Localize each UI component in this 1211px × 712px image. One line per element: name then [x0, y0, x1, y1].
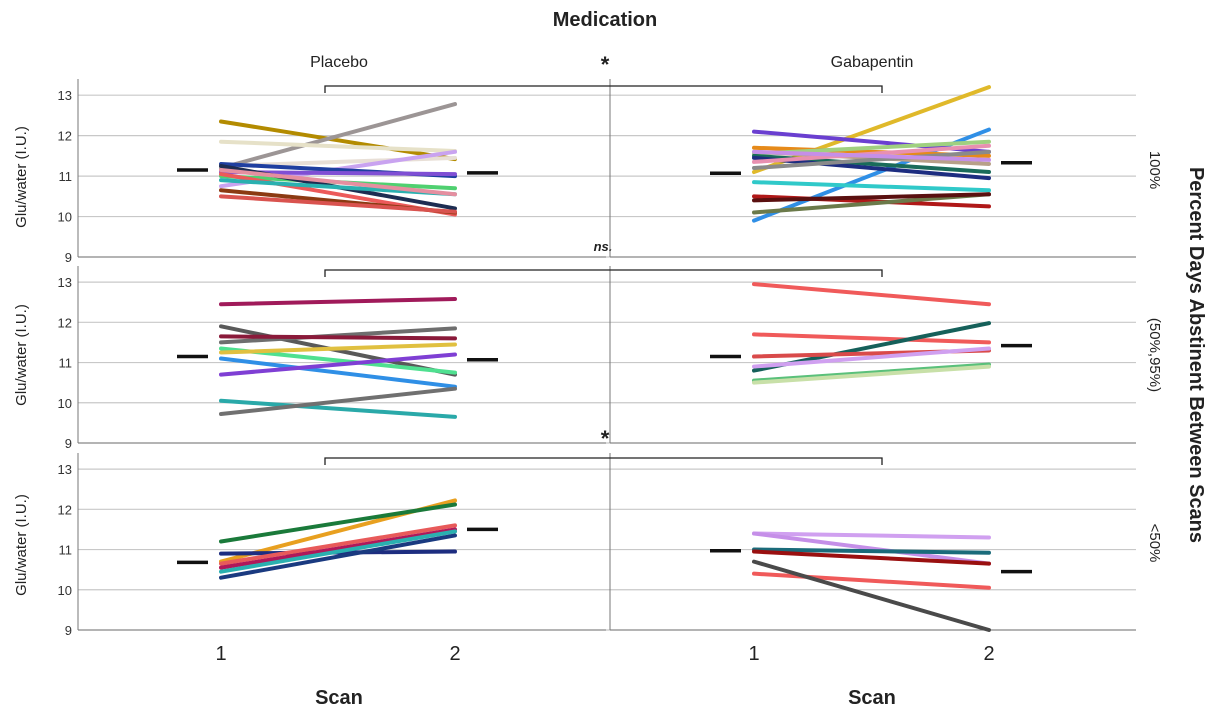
- y-tick-label: 12: [58, 129, 72, 144]
- row-label-50-95: (50%,95%): [1146, 318, 1163, 392]
- subject-line: [752, 571, 991, 590]
- significance-marker-row1: *: [601, 52, 610, 77]
- row-label-100: 100%: [1146, 151, 1163, 189]
- panel-2-1: [710, 531, 1032, 632]
- panel-1-1: [710, 282, 1032, 385]
- x-tick-label-placebo-1: 1: [215, 643, 226, 665]
- subject-line: [752, 559, 991, 632]
- subject-line: [752, 149, 991, 162]
- y-tick-label: 13: [58, 88, 72, 103]
- subject-line: [219, 356, 457, 389]
- y-tick-label: 9: [65, 436, 72, 451]
- subject-line: [219, 296, 457, 307]
- subject-line: [219, 533, 457, 580]
- subject-line: [752, 531, 991, 540]
- subject-line: [219, 194, 457, 214]
- significance-marker-row2: ns.: [594, 239, 613, 254]
- significance-bracket: [324, 269, 883, 277]
- y-tick-label: 9: [65, 250, 72, 265]
- y-tick-label: 11: [59, 356, 73, 371]
- y-tick-label: 10: [58, 210, 72, 225]
- subject-line: [219, 502, 457, 544]
- subject-line: [752, 362, 991, 383]
- subject-line: [752, 180, 991, 193]
- column-label-placebo: Placebo: [310, 54, 368, 71]
- subject-line: [219, 527, 457, 570]
- subject-line: [219, 102, 457, 170]
- row-label-under-50: <50%: [1146, 524, 1163, 563]
- panel-0-0: [177, 102, 498, 217]
- significance-marker-row3: *: [601, 426, 610, 451]
- y-tick-label: 11: [59, 169, 73, 184]
- subject-line: [752, 192, 991, 215]
- y-tick-label: 10: [58, 396, 72, 411]
- y-tick-label: 13: [58, 462, 72, 477]
- subject-line: [752, 332, 991, 345]
- subject-line: [219, 342, 457, 355]
- significance-bracket: [324, 457, 883, 465]
- subject-line: [219, 324, 457, 377]
- column-label-gabapentin: Gabapentin: [831, 54, 914, 71]
- subject-line: [752, 364, 991, 385]
- significance-bracket: [324, 85, 883, 93]
- x-axis-label-placebo: Scan: [315, 687, 363, 709]
- y-tick-label: 11: [59, 543, 73, 558]
- subject-line: [752, 547, 991, 555]
- y-tick-label: 10: [58, 583, 72, 598]
- panel-0-1: [710, 85, 1032, 223]
- x-tick-label-gabapentin-1: 1: [748, 643, 759, 665]
- x-tick-label-placebo-2: 2: [449, 643, 460, 665]
- subject-line: [219, 168, 457, 197]
- panel-1-0: [177, 296, 498, 419]
- x-axis-label-gabapentin: Scan: [848, 687, 896, 709]
- x-tick-label-gabapentin-2: 2: [983, 643, 994, 665]
- subject-line: [752, 155, 991, 181]
- row-title: Percent Days Abstinent Between Scans: [1185, 167, 1207, 543]
- plot-layer: 9 10 11 12 13 9 10 11 12 13 9 10 11 12 13: [58, 79, 1136, 638]
- y-tick-label: 13: [58, 275, 72, 290]
- subject-line: [752, 549, 991, 566]
- y-axis-label-row3: Glu/water (I.U.): [13, 494, 30, 596]
- subject-line: [752, 531, 991, 566]
- subject-line: [752, 282, 991, 307]
- y-axis-label-row1: Glu/water (I.U.): [13, 126, 30, 228]
- figure-title: Medication: [553, 9, 657, 31]
- subject-line: [752, 143, 991, 164]
- y-tick-label: 12: [58, 502, 72, 517]
- subject-line: [752, 192, 991, 203]
- subject-line: [219, 352, 457, 377]
- y-tick-label: 9: [65, 623, 72, 638]
- subject-line: [752, 149, 991, 170]
- subject-line: [219, 398, 457, 419]
- y-axis-label-row2: Glu/water (I.U.): [13, 304, 30, 406]
- y-tick-label: 12: [58, 315, 72, 330]
- subject-line: [219, 326, 457, 345]
- subject-line: [219, 139, 457, 154]
- subject-line: [219, 119, 457, 162]
- subject-line: [219, 523, 457, 566]
- panel-2-0: [177, 498, 498, 580]
- subject-line: [219, 334, 457, 341]
- subject-line: [219, 529, 457, 574]
- subject-line: [752, 346, 991, 369]
- subject-line: [219, 386, 457, 417]
